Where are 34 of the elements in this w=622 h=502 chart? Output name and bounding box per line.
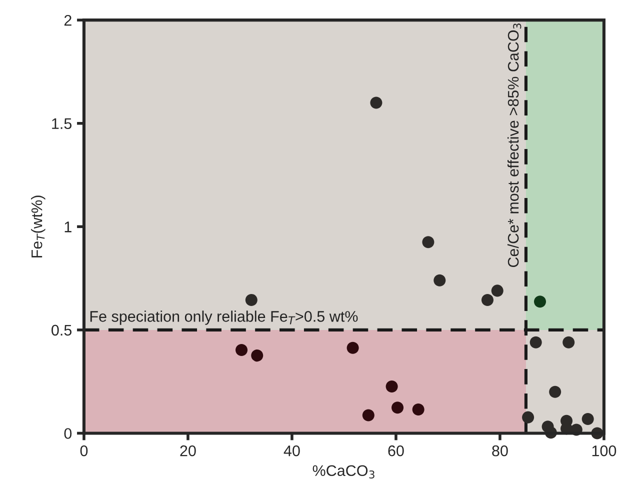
point: [582, 412, 594, 425]
point: [412, 403, 424, 416]
y-tick-label: 0: [64, 428, 72, 439]
x-tick-label: 100: [592, 445, 616, 456]
point: [392, 402, 404, 414]
point: [481, 294, 494, 306]
point: [491, 284, 504, 297]
x-tick-label: 60: [388, 445, 404, 456]
point: [251, 350, 264, 362]
point: [549, 386, 562, 398]
point: [386, 380, 398, 393]
point: [534, 296, 546, 308]
x-tick-label: 20: [180, 445, 196, 456]
point: [236, 344, 248, 356]
point: [370, 96, 382, 109]
point: [522, 411, 534, 424]
ref-line-label: Ce/Ce* most effective >85% CaCO$_{3}$: [507, 24, 522, 268]
y-tick-label: 1: [64, 222, 72, 232]
y-tick-label: 0.5: [52, 324, 72, 336]
y-tick-label: 1.5: [52, 118, 72, 130]
x-tick-label: 0: [80, 445, 88, 456]
point: [362, 409, 374, 422]
y-axis-title: Fe$_{T}$(wt%): [31, 196, 46, 258]
point: [422, 236, 434, 248]
point: [434, 274, 446, 286]
point: [562, 336, 575, 348]
point: [346, 342, 359, 354]
point: [530, 336, 542, 348]
y-tick-label: 2: [64, 14, 72, 26]
ref-line-label: Fe speciation only reliable Fe$_{T}$>0.5 wt%: [90, 310, 358, 325]
x-axis-title: %CaCO$_{3}$: [312, 465, 374, 479]
x-tick-label: 80: [492, 445, 508, 456]
point: [245, 294, 258, 306]
x-tick-label: 40: [284, 445, 300, 456]
